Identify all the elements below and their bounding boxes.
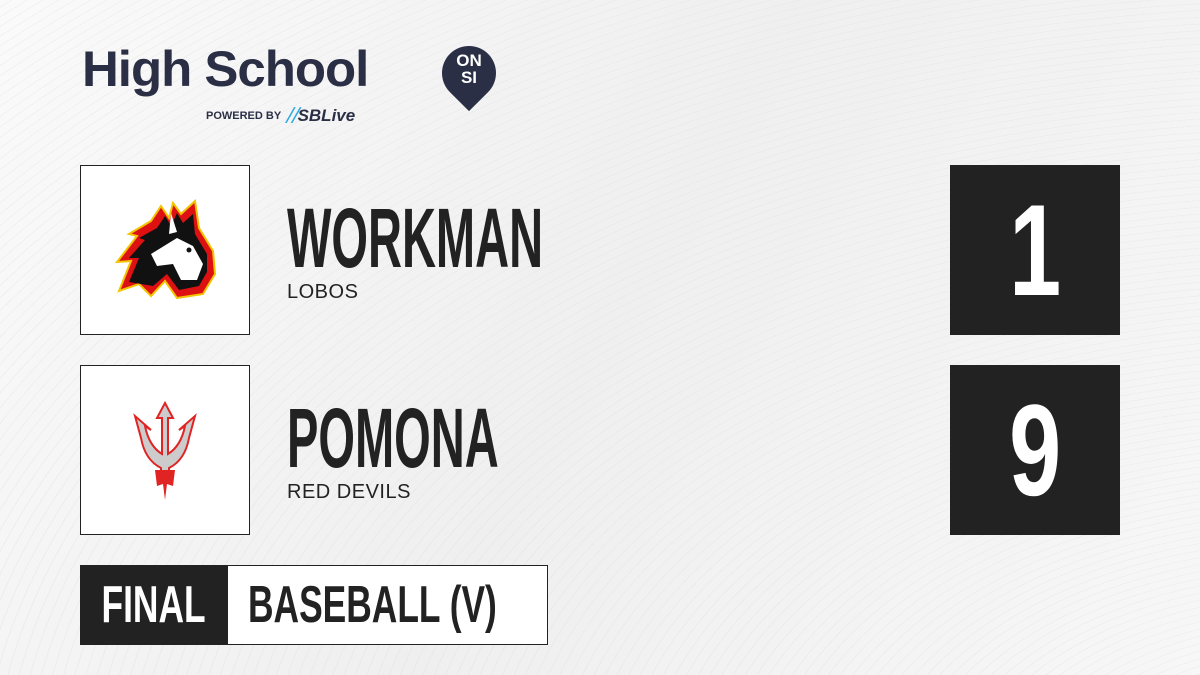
sport-label: BASEBALL (V) [227, 565, 548, 645]
team-logo-pomona [80, 365, 250, 535]
team-name: POMONA [287, 391, 499, 485]
team-logo-workman [80, 165, 250, 335]
badge-on: ON [456, 51, 482, 70]
sblive-logo: ⧸⧸SBLive [286, 106, 356, 125]
sblive-text: SBLive [297, 106, 356, 125]
on-si-badge: ON SI [442, 52, 496, 86]
trident-icon [133, 400, 197, 500]
team-mascot: LOBOS [287, 281, 359, 303]
team-name: WORKMAN [287, 191, 544, 285]
badge-si: SI [460, 68, 478, 87]
powered-by: POWERED BY [206, 110, 282, 122]
score-value: 9 [1008, 377, 1062, 523]
team-score: 9 [950, 365, 1120, 535]
logo-title: High School [82, 41, 369, 97]
wolf-icon [114, 198, 217, 300]
team-mascot: RED DEVILS [287, 481, 411, 503]
score-value: 1 [1008, 177, 1062, 323]
game-status-badge: FINAL [80, 565, 227, 645]
sport-text: BASEBALL (V) [248, 576, 497, 634]
status-text: FINAL [101, 576, 206, 634]
team-score: 1 [950, 165, 1120, 335]
